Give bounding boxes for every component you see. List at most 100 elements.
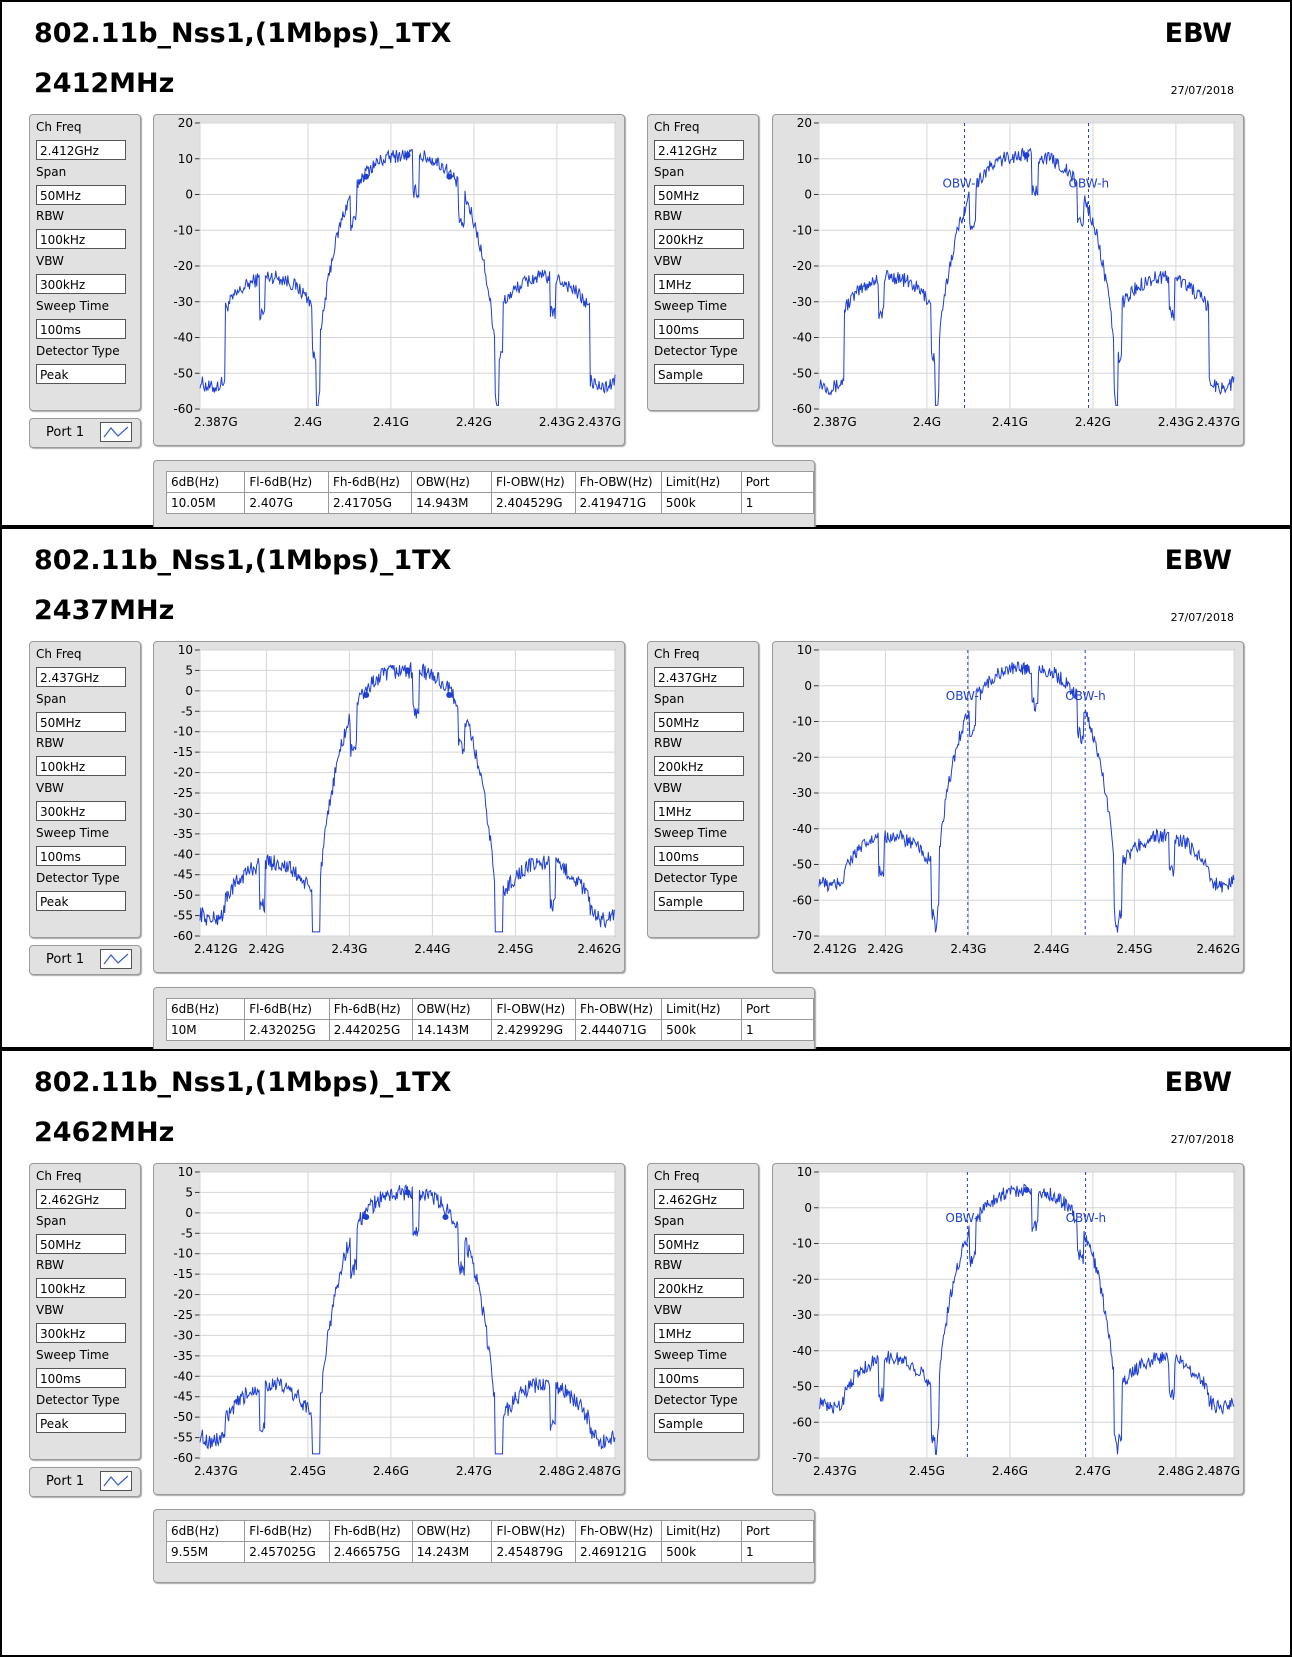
- y-tick-label: 5: [185, 663, 193, 677]
- param-value-span[interactable]: 50MHz: [36, 1233, 126, 1254]
- results-header-cell: OBW(Hz): [411, 998, 493, 1020]
- results-value-cell: 14.143M: [411, 1019, 493, 1041]
- y-tick-label: 10: [178, 643, 193, 657]
- measurement-section: 802.11b_Nss1,(1Mbps)_1TX EBW 2437MHz 27/07/…: [0, 527, 1292, 1061]
- spectrum-plot: 10 0 -10 -20 -30 -40 -50 -60 -702.412G 2.42G 2.43G…: [792, 643, 1240, 956]
- marker-point: [363, 1213, 370, 1220]
- port-selector[interactable]: Port 1: [29, 945, 141, 975]
- test-date: 27/07/2018: [1170, 84, 1234, 97]
- y-tick-label: -5: [181, 1226, 193, 1240]
- peak-marker-point: [1023, 152, 1030, 159]
- param-value-vbw[interactable]: 300kHz: [36, 801, 126, 822]
- y-tick-label: 0: [185, 1206, 193, 1220]
- x-tick-label: 2.42G: [1075, 415, 1111, 429]
- param-value-sweep[interactable]: 100ms: [36, 1367, 126, 1388]
- x-tick-label: 2.462G: [1196, 942, 1240, 956]
- x-tick-label: 2.42G: [867, 942, 903, 956]
- x-tick-label: 2.387G: [813, 415, 857, 429]
- x-tick-label: 2.437G: [813, 1464, 857, 1478]
- param-value-det[interactable]: Sample: [654, 1412, 744, 1433]
- param-value-det[interactable]: Sample: [654, 363, 744, 384]
- port-selector[interactable]: Port 1: [29, 418, 141, 448]
- results-table: 6dB(Hz) Fl-6dB(Hz) Fh-6dB(Hz) OBW(Hz) Fl-OBW…: [153, 1509, 815, 1583]
- param-label: Detector Type: [36, 870, 120, 885]
- param-value-det[interactable]: Peak: [36, 890, 126, 911]
- param-value-det[interactable]: Peak: [36, 1412, 126, 1433]
- param-value-sweep[interactable]: 100ms: [36, 845, 126, 866]
- param-value-sweep[interactable]: 100ms: [36, 318, 126, 339]
- y-tick-label: -20: [792, 1272, 812, 1286]
- results-header-cell: Fl-6dB(Hz): [244, 998, 330, 1020]
- x-tick-label: 2.43G: [331, 942, 367, 956]
- x-tick-label: 2.487G: [577, 1464, 621, 1478]
- param-value-vbw[interactable]: 1MHz: [654, 274, 744, 295]
- param-label: VBW: [36, 1303, 64, 1318]
- peak-spectrum-chart: 20 10 0 -10 -20 -30 -40 -50 -60 2.387G 2.4G 2.41G 2.…: [153, 114, 625, 446]
- param-value-det[interactable]: Sample: [654, 890, 744, 911]
- param-value-rbw[interactable]: 100kHz: [36, 229, 126, 250]
- param-value-rbw[interactable]: 100kHz: [36, 756, 126, 777]
- param-value-vbw[interactable]: 1MHz: [654, 1323, 744, 1344]
- param-value-vbw[interactable]: 300kHz: [36, 1323, 126, 1344]
- results-header-cell: Port: [740, 471, 815, 493]
- results-table: 6dB(Hz) Fl-6dB(Hz) Fh-6dB(Hz) OBW(Hz) Fl-OBW…: [153, 460, 815, 534]
- x-tick-label: 2.47G: [456, 1464, 492, 1478]
- param-value-span[interactable]: 50MHz: [36, 711, 126, 732]
- results-value-cell: 2.407G: [244, 492, 329, 514]
- param-label: Sweep Time: [654, 1347, 727, 1362]
- peak-spectrum-chart: 10 5 0 -5 -10 -15 -20 -25 -30 -35 -40 -45 -50 -55 -60 2…: [153, 1163, 625, 1495]
- port-label: Port 1: [46, 952, 85, 967]
- trace-icon[interactable]: [100, 422, 132, 442]
- param-value-sweep[interactable]: 100ms: [654, 318, 744, 339]
- param-label: Sweep Time: [654, 825, 727, 840]
- param-label: Ch Freq: [654, 120, 700, 134]
- y-tick-label: -15: [173, 1267, 193, 1281]
- param-value-rbw[interactable]: 200kHz: [654, 756, 744, 777]
- x-tick-label: 2.41G: [992, 415, 1028, 429]
- x-tick-label: 2.487G: [1196, 1464, 1240, 1478]
- x-tick-label: 2.387G: [194, 415, 238, 429]
- param-value-span[interactable]: 50MHz: [654, 1233, 744, 1254]
- port-selector[interactable]: Port 1: [29, 1467, 141, 1497]
- y-tick-label: 10: [178, 1165, 193, 1179]
- param-value-rbw[interactable]: 200kHz: [654, 229, 744, 250]
- y-tick-label: -15: [173, 745, 193, 759]
- param-value-rbw[interactable]: 100kHz: [36, 1278, 126, 1299]
- param-value-ch-freq[interactable]: 2.462GHz: [36, 1189, 126, 1209]
- trace-icon[interactable]: [100, 949, 132, 969]
- param-value-span[interactable]: 50MHz: [654, 711, 744, 732]
- y-tick-label: -30: [173, 295, 193, 309]
- obw-label: OBW-l: [946, 689, 982, 703]
- results-value-cell: 2.466575G: [328, 1541, 413, 1563]
- x-tick-label: 2.45G: [909, 1464, 945, 1478]
- param-value-ch-freq[interactable]: 2.437GHz: [36, 667, 126, 687]
- param-value-ch-freq[interactable]: 2.462GHz: [654, 1189, 744, 1209]
- trace-icon[interactable]: [100, 1471, 132, 1491]
- param-value-span[interactable]: 50MHz: [36, 184, 126, 205]
- results-header-cell: Limit(Hz): [661, 1520, 743, 1542]
- test-date: 27/07/2018: [1170, 1133, 1234, 1146]
- param-value-vbw[interactable]: 1MHz: [654, 801, 744, 822]
- y-tick-label: -5: [181, 704, 193, 718]
- measurement-section: 802.11b_Nss1,(1Mbps)_1TX EBW 2412MHz 27/07/…: [0, 0, 1292, 534]
- param-value-rbw[interactable]: 200kHz: [654, 1278, 744, 1299]
- x-tick-label: 2.4G: [294, 415, 322, 429]
- obw-label: OBW-l: [945, 1211, 981, 1225]
- param-label: VBW: [654, 781, 682, 796]
- results-value-cell: 10M: [165, 1019, 246, 1041]
- param-value-span[interactable]: 50MHz: [654, 184, 744, 205]
- param-value-sweep[interactable]: 100ms: [654, 845, 744, 866]
- param-value-ch-freq[interactable]: 2.437GHz: [654, 667, 744, 687]
- y-tick-label: 20: [178, 116, 193, 130]
- param-label: RBW: [654, 736, 683, 751]
- param-value-sweep[interactable]: 100ms: [654, 1367, 744, 1388]
- results-header-cell: OBW(Hz): [411, 471, 492, 493]
- param-value-vbw[interactable]: 300kHz: [36, 274, 126, 295]
- param-value-ch-freq[interactable]: 2.412GHz: [36, 140, 126, 160]
- y-tick-label: -40: [173, 1369, 193, 1383]
- param-value-ch-freq[interactable]: 2.412GHz: [654, 140, 744, 160]
- param-label: Ch Freq: [36, 1169, 82, 1183]
- param-label: Detector Type: [36, 343, 120, 358]
- param-value-det[interactable]: Peak: [36, 363, 126, 384]
- y-tick-label: -20: [173, 259, 193, 273]
